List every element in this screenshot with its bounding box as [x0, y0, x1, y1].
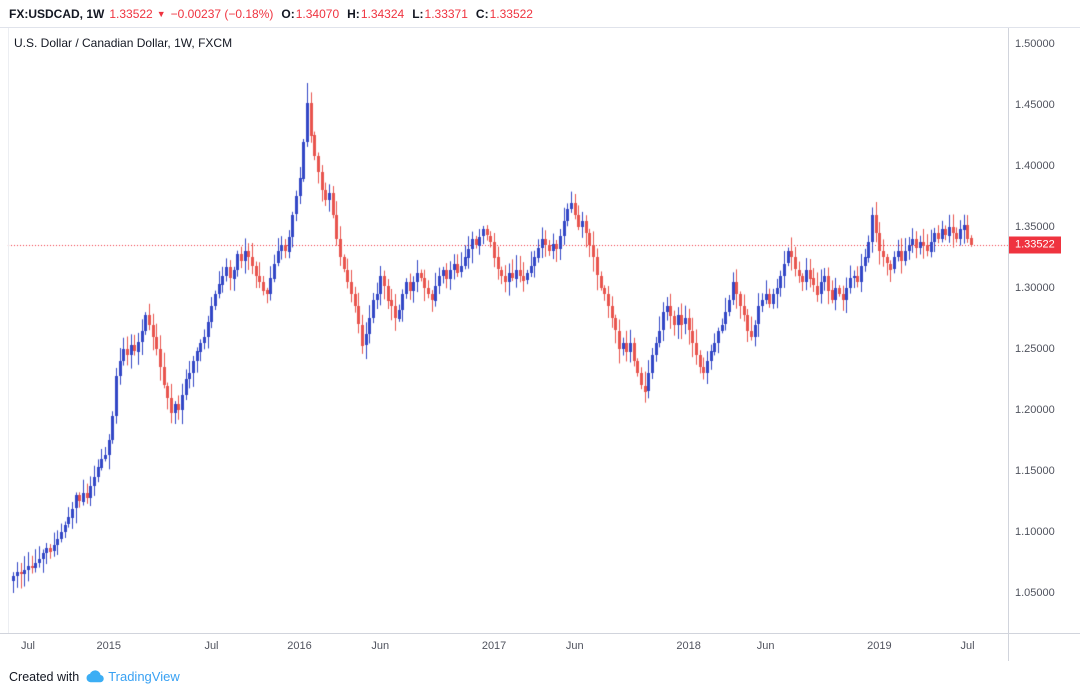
tradingview-logo-text[interactable]: TradingView [108, 669, 180, 684]
symbol-info-bar: FX:USDCAD, 1W 1.33522 ▼ −0.00237 (−0.18%… [0, 0, 1080, 28]
low-value: 1.33371 [424, 6, 468, 21]
time-axis-label: 2015 [96, 640, 121, 652]
time-axis-label: 2019 [867, 640, 892, 652]
tradingview-cloud-icon [85, 670, 105, 683]
price-axis-label: 1.05000 [1015, 586, 1055, 599]
time-axis-label: 2017 [481, 640, 507, 652]
open-value: 1.34070 [295, 6, 340, 21]
price-change: −0.00237 (−0.18%) [170, 6, 274, 21]
time-axis-label: Jun [756, 640, 775, 652]
price-axis-label: 1.25000 [1015, 342, 1055, 355]
price-axis-label: 1.30000 [1015, 281, 1055, 294]
time-axis[interactable]: Jul 2015 Jul 2016 Jun 2017 Jun 2018 Jun 2019 Jul [0, 634, 1080, 660]
price-axis-label: 1.35000 [1015, 220, 1055, 233]
price-axis-label: 1.45000 [1015, 98, 1055, 111]
time-axis-label: 2016 [287, 640, 312, 652]
attribution: Created with TradingView [9, 669, 180, 684]
symbol-title: FX:USDCAD, 1W [9, 6, 105, 21]
time-axis-label: Jul [20, 640, 35, 652]
high-label: H: [347, 6, 360, 21]
chart-legend: U.S. Dollar / Canadian Dollar, 1W, FXCM [14, 36, 233, 50]
price-down-arrow-icon: ▼ [156, 8, 166, 19]
created-with-text: Created with [9, 669, 80, 684]
high-value: 1.34324 [360, 6, 405, 21]
plot-left-border [8, 28, 9, 633]
time-axis-label: Jun [565, 640, 584, 652]
low-label: L: [412, 6, 424, 21]
time-axis-label: Jul [204, 640, 219, 652]
price-axis[interactable]: 1.33522 1.50000 1.45000 1.40000 1.35000 1.30… [1009, 28, 1080, 633]
time-axis-label: 2018 [676, 640, 701, 652]
price-axis-label: 1.50000 [1015, 37, 1055, 50]
price-axis-separator [1008, 28, 1009, 661]
close-value: 1.33522 [489, 6, 533, 21]
last-price-tag: 1.33522 [1009, 236, 1061, 254]
price-axis-label: 1.40000 [1015, 159, 1055, 172]
time-axis-separator [0, 633, 1080, 634]
time-axis-label: Jul [960, 640, 975, 652]
last-price: 1.33522 [109, 6, 153, 21]
close-label: C: [475, 6, 489, 21]
open-label: O: [281, 6, 295, 21]
price-axis-label: 1.15000 [1015, 464, 1055, 477]
chart-pane[interactable]: U.S. Dollar / Canadian Dollar, 1W, FXCM … [0, 28, 1080, 695]
time-axis-label: Jun [371, 640, 390, 652]
price-axis-label: 1.10000 [1015, 525, 1055, 538]
candlestick-plot[interactable] [0, 28, 1080, 695]
price-axis-label: 1.20000 [1015, 403, 1055, 416]
